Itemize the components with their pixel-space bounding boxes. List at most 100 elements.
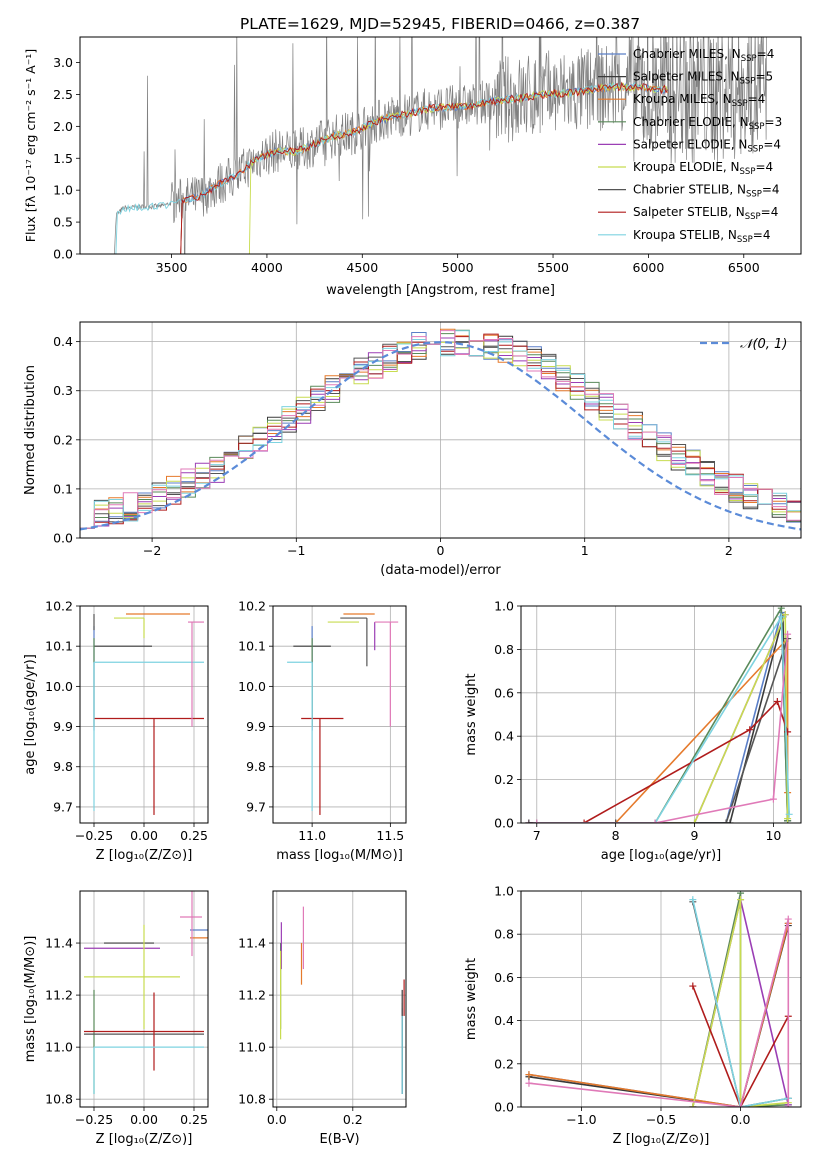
series-marker-kroupa-elodie (691, 819, 699, 823)
axes-frame (272, 605, 407, 824)
y-tick-label: 0.3 (53, 383, 73, 398)
x-tick-label: 0.25 (180, 1112, 208, 1127)
figure-title: PLATE=1629, MJD=52945, FIBERID=0466, z=0… (240, 15, 640, 33)
y-tick-label: 11.0 (238, 1040, 266, 1055)
series-marker-chabrier-stelib (722, 819, 730, 823)
x-tick-label: 11.5 (376, 828, 404, 843)
plot-area (80, 322, 801, 538)
series-line-salpeter-stelib (692, 985, 790, 1107)
series-marker-chabrier-stelib (612, 819, 620, 823)
y-tick-label: 2.5 (53, 87, 73, 102)
series-marker-kroupa-elodie (689, 1103, 697, 1107)
series-line-salpeter-stelib (583, 700, 789, 823)
x-tick-label: 10 (765, 828, 781, 843)
series-line-chabrier-stelib (528, 638, 789, 823)
series-line-chabrier-elodie (536, 606, 789, 823)
y-tick-label: 0.8 (494, 642, 514, 657)
mass-vs-Z-chart: −0.25 0.00 0.25 10.8 11.0 11.2 11.4 Z [log₁₀(Z/… (23, 890, 209, 1147)
x-tick-label: 4000 (251, 260, 283, 275)
x-tick-label: −1 (287, 543, 305, 558)
y-tick-label: 0.4 (53, 334, 73, 349)
series-marker-pink (533, 819, 541, 823)
x-axis-label: wavelength [Angstrom, rest frame] (326, 283, 555, 298)
x-tick-label: 11.0 (298, 828, 326, 843)
x-tick-label: 7 (533, 828, 541, 843)
legend-entry: Salpeter ELODIE, NSSP=4 (633, 137, 781, 154)
x-tick-label: −2 (143, 543, 161, 558)
x-tick-label: 0.25 (180, 828, 208, 843)
x-tick-label: 9 (691, 828, 699, 843)
x-tick-label: −0.5 (646, 1112, 676, 1127)
y-tick-label: 11.2 (45, 988, 73, 1003)
x-tick-label: 5500 (537, 260, 569, 275)
y-tick-label: 9.9 (53, 719, 73, 734)
y-tick-label: 9.8 (53, 759, 73, 774)
series-marker-pink (651, 819, 659, 823)
series-line-kroupa-stelib (536, 614, 790, 823)
observed-spectrum-line (114, 37, 767, 254)
series-marker-kroupa-elodie (784, 815, 792, 823)
x-tick-label: 2 (725, 543, 733, 558)
y-tick-label: 0.0 (53, 247, 73, 262)
series-marker-salpeter-stelib (689, 982, 697, 990)
y-tick-label: 0.2 (494, 1056, 514, 1071)
legend-entry: Chabrier MILES, NSSP=4 (633, 47, 774, 64)
y-tick-label: 10.1 (238, 639, 266, 654)
y-tick-label: 9.9 (246, 719, 266, 734)
legend-entry: Salpeter STELIB, NSSP=4 (633, 205, 778, 222)
series-line-salpeter-elodie (528, 614, 786, 823)
y-tick-label: 10.8 (238, 1092, 266, 1107)
x-axis-label: Z [log₁₀(Z/Z⊙)] (613, 1132, 710, 1147)
y-tick-label: 0.4 (494, 1013, 514, 1028)
spectrum-chart: 3500 4000 4500 5000 5500 6000 6500 0.0 0.5 1.0 1.5… (23, 36, 802, 298)
series-line-pink (536, 634, 789, 823)
y-tick-label: 10.0 (238, 679, 266, 694)
y-tick-label: 3.0 (53, 55, 73, 70)
axes-frame (272, 890, 407, 1108)
y-tick-label: 1.0 (53, 183, 73, 198)
y-axis-label: Flux [fλ 10⁻¹⁷ erg cm⁻² s⁻¹ A⁻¹] (23, 49, 38, 242)
x-tick-label: 6500 (728, 260, 760, 275)
plot-area (273, 606, 406, 823)
x-tick-label: 6000 (633, 260, 665, 275)
plot-area (521, 891, 801, 1107)
x-tick-label: 0.2 (343, 1112, 363, 1127)
series-marker-kroupa-elodie (737, 896, 745, 904)
series-marker-kroupa-elodie (781, 611, 789, 619)
y-tick-label: 0.0 (494, 1100, 514, 1115)
legend-entry: Salpeter MILES, NSSP=5 (633, 70, 773, 87)
model-spectrum-kroupa-stelib (114, 82, 668, 254)
x-tick-label: 5000 (442, 260, 474, 275)
series-line-kroupa-elodie (692, 899, 789, 1107)
series-marker-pink (784, 915, 792, 923)
y-tick-label: 9.8 (246, 759, 266, 774)
series-line-kroupa-miles (528, 636, 789, 823)
series-line-chabrier-miles (528, 612, 789, 823)
mass-vs-ebv-chart: 0.0 0.2 10.8 11.0 11.2 11.4 E(B-V) (238, 890, 407, 1147)
y-axis-label: age [log₁₀(age/yr)] (23, 654, 38, 775)
legend-entry: Kroupa ELODIE, NSSP=4 (633, 160, 773, 177)
x-tick-label: −1.0 (566, 1112, 596, 1127)
y-tick-label: 10.2 (238, 599, 266, 614)
x-axis-label: (data-model)/error (380, 563, 501, 578)
plot-area (114, 37, 767, 254)
series-line-kroupa-stelib (692, 899, 789, 1107)
series-line-pink (528, 918, 790, 1107)
series-marker-kroupa-stelib (785, 810, 793, 818)
y-tick-label: 10.0 (45, 679, 73, 694)
series-marker-salpeter-stelib (773, 697, 781, 705)
y-tick-label: 0.4 (494, 729, 514, 744)
series-line-kroupa-elodie (536, 614, 789, 823)
legend-entry: 𝒩(0, 1) (740, 337, 787, 352)
y-tick-label: 11.2 (238, 988, 266, 1003)
y-tick-label: 10.1 (45, 639, 73, 654)
histogram-kroupa-stelib (80, 330, 801, 529)
y-axis-label: mass weight (464, 958, 479, 1040)
y-tick-label: 9.7 (246, 799, 266, 814)
y-tick-label: 1.5 (53, 151, 73, 166)
series-marker-chabrier-elodie (737, 891, 745, 897)
plot-area (80, 606, 208, 823)
x-tick-label: −0.25 (75, 1112, 113, 1127)
age-vs-Z-chart: −0.25 0.00 0.25 9.7 9.8 9.9 10.0 10.1 10.2 Z [log… (23, 599, 209, 863)
